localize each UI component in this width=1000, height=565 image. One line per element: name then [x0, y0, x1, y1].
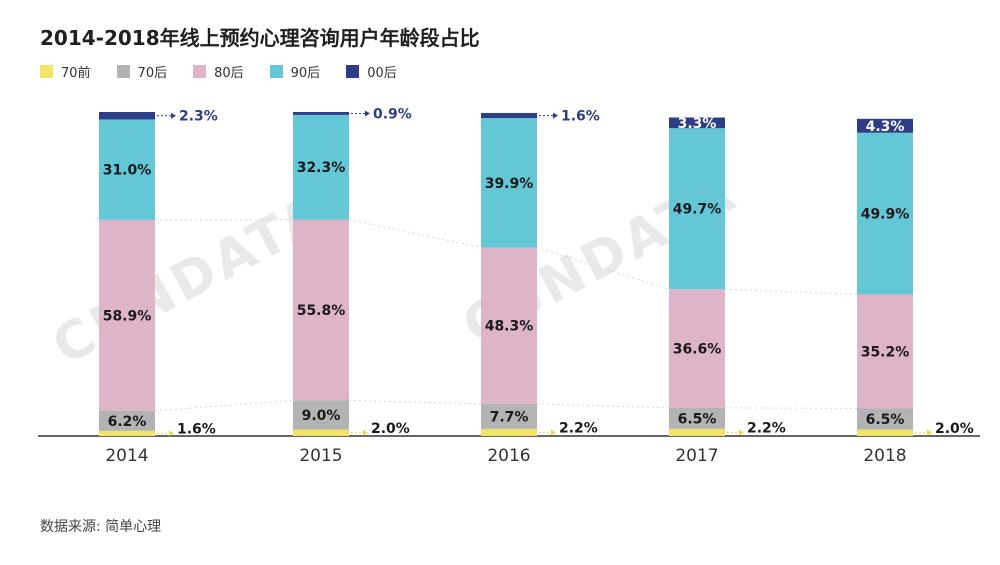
legend-label: 70前	[61, 66, 91, 81]
arrow-head	[927, 429, 932, 436]
connector-line	[536, 246, 670, 290]
arrow-head	[171, 112, 176, 119]
data-label: 2.2%	[559, 420, 598, 436]
legend-item-70hou: 70后	[116, 62, 168, 81]
data-source: 数据来源: 简单心理	[40, 519, 162, 535]
data-label: 2.2%	[747, 420, 786, 436]
bar-segment-2017-3	[669, 128, 725, 290]
bar-segment-2016-2	[481, 247, 537, 404]
bar-segment-2016-1	[481, 403, 537, 429]
legend-label: 00后	[367, 66, 397, 81]
arrow-head	[553, 112, 558, 119]
data-label: 6.2%	[108, 414, 147, 430]
legend: 70前 70后 80后 90后 00后	[40, 62, 423, 81]
bar-segment-2014-2	[99, 219, 155, 411]
legend-label: 70后	[137, 66, 168, 81]
data-label: 49.7%	[673, 202, 722, 218]
connector-line	[724, 288, 858, 295]
bar-segment-2015-3	[293, 114, 349, 220]
bar-segment-2015-0	[293, 429, 349, 436]
bar-segment-2018-3	[857, 132, 913, 295]
bar-segment-2018-1	[857, 408, 913, 430]
bar-segment-2015-2	[293, 219, 349, 401]
connector-line	[348, 399, 482, 405]
bar-segment-2018-2	[857, 294, 913, 409]
data-label: 58.9%	[103, 308, 152, 324]
data-label: 39.9%	[485, 176, 534, 192]
bar-segment-2017-1	[669, 407, 725, 429]
bar-segment-2017-0	[669, 428, 725, 436]
bar-segment-2014-1	[99, 410, 155, 431]
legend-swatch	[40, 65, 53, 78]
bar-segment-2016-4	[481, 112, 537, 119]
bar-segment-2018-4	[857, 118, 913, 133]
connector-line	[724, 407, 858, 409]
data-label: 3.3%	[678, 116, 717, 132]
data-label: 6.5%	[866, 412, 905, 428]
data-label: 35.2%	[861, 344, 910, 360]
data-label: 1.6%	[561, 109, 600, 125]
legend-item-70qian: 70前	[40, 62, 91, 81]
x-tick-label: 2018	[863, 446, 906, 466]
data-label: 6.5%	[678, 411, 717, 427]
chart-title: 2014-2018年线上预约心理咨询用户年龄段占比	[40, 26, 480, 50]
x-tick-label: 2016	[487, 446, 530, 466]
data-label: 55.8%	[297, 303, 346, 319]
data-label: 9.0%	[302, 408, 341, 424]
bar-segment-2014-3	[99, 119, 155, 220]
legend-item-00hou: 00后	[346, 62, 397, 81]
bar-segment-2017-2	[669, 289, 725, 408]
x-tick-label: 2015	[299, 446, 342, 466]
data-label: 0.9%	[373, 106, 412, 122]
bar-segment-2014-4	[99, 112, 155, 120]
x-tick-label: 2014	[105, 446, 148, 466]
bar-segment-2015-4	[293, 112, 349, 115]
data-label: 2.0%	[935, 421, 974, 437]
bar-segment-2017-4	[669, 117, 725, 129]
data-label: 2.0%	[371, 421, 410, 437]
legend-swatch	[193, 65, 207, 78]
arrow-head	[551, 429, 556, 436]
data-label: 48.3%	[485, 319, 534, 335]
legend-item-80hou: 80后	[193, 62, 244, 81]
legend-label: 90后	[290, 66, 321, 81]
connector-line	[536, 403, 670, 409]
chart-area: 2014 2015 2016 2017 2018 6.2% 58.9% 31.0% 9.0% 55…	[0, 95, 1000, 475]
data-label: 49.9%	[861, 207, 910, 223]
data-label: 7.7%	[490, 409, 529, 425]
data-label: 32.3%	[297, 160, 346, 176]
bar-segment-2014-0	[99, 430, 155, 436]
arrow-head	[739, 429, 744, 436]
arrow-head	[365, 110, 370, 117]
data-label: 4.3%	[866, 119, 905, 135]
legend-swatch	[346, 65, 360, 78]
data-label: 1.6%	[177, 421, 216, 437]
bar-segment-2015-1	[293, 400, 349, 430]
stacked-bar-chart: 2014 2015 2016 2017 2018 6.2% 58.9% 31.0% 9.0% 55…	[38, 106, 980, 466]
legend-swatch	[116, 65, 130, 78]
data-label: 2.3%	[179, 109, 218, 125]
connector-line	[348, 219, 482, 248]
legend-label: 80后	[214, 66, 244, 81]
data-label: 31.0%	[103, 163, 152, 179]
connector-line	[154, 399, 294, 412]
bar-segment-2016-0	[481, 428, 537, 436]
bar-segment-2018-0	[857, 429, 913, 436]
legend-item-90hou: 90后	[269, 62, 321, 81]
x-tick-label: 2017	[675, 446, 718, 466]
bar-segment-2016-3	[481, 118, 537, 248]
arrow-head	[363, 429, 368, 436]
data-label: 36.6%	[673, 342, 722, 358]
legend-swatch	[269, 65, 283, 78]
arrow-head	[169, 430, 174, 437]
